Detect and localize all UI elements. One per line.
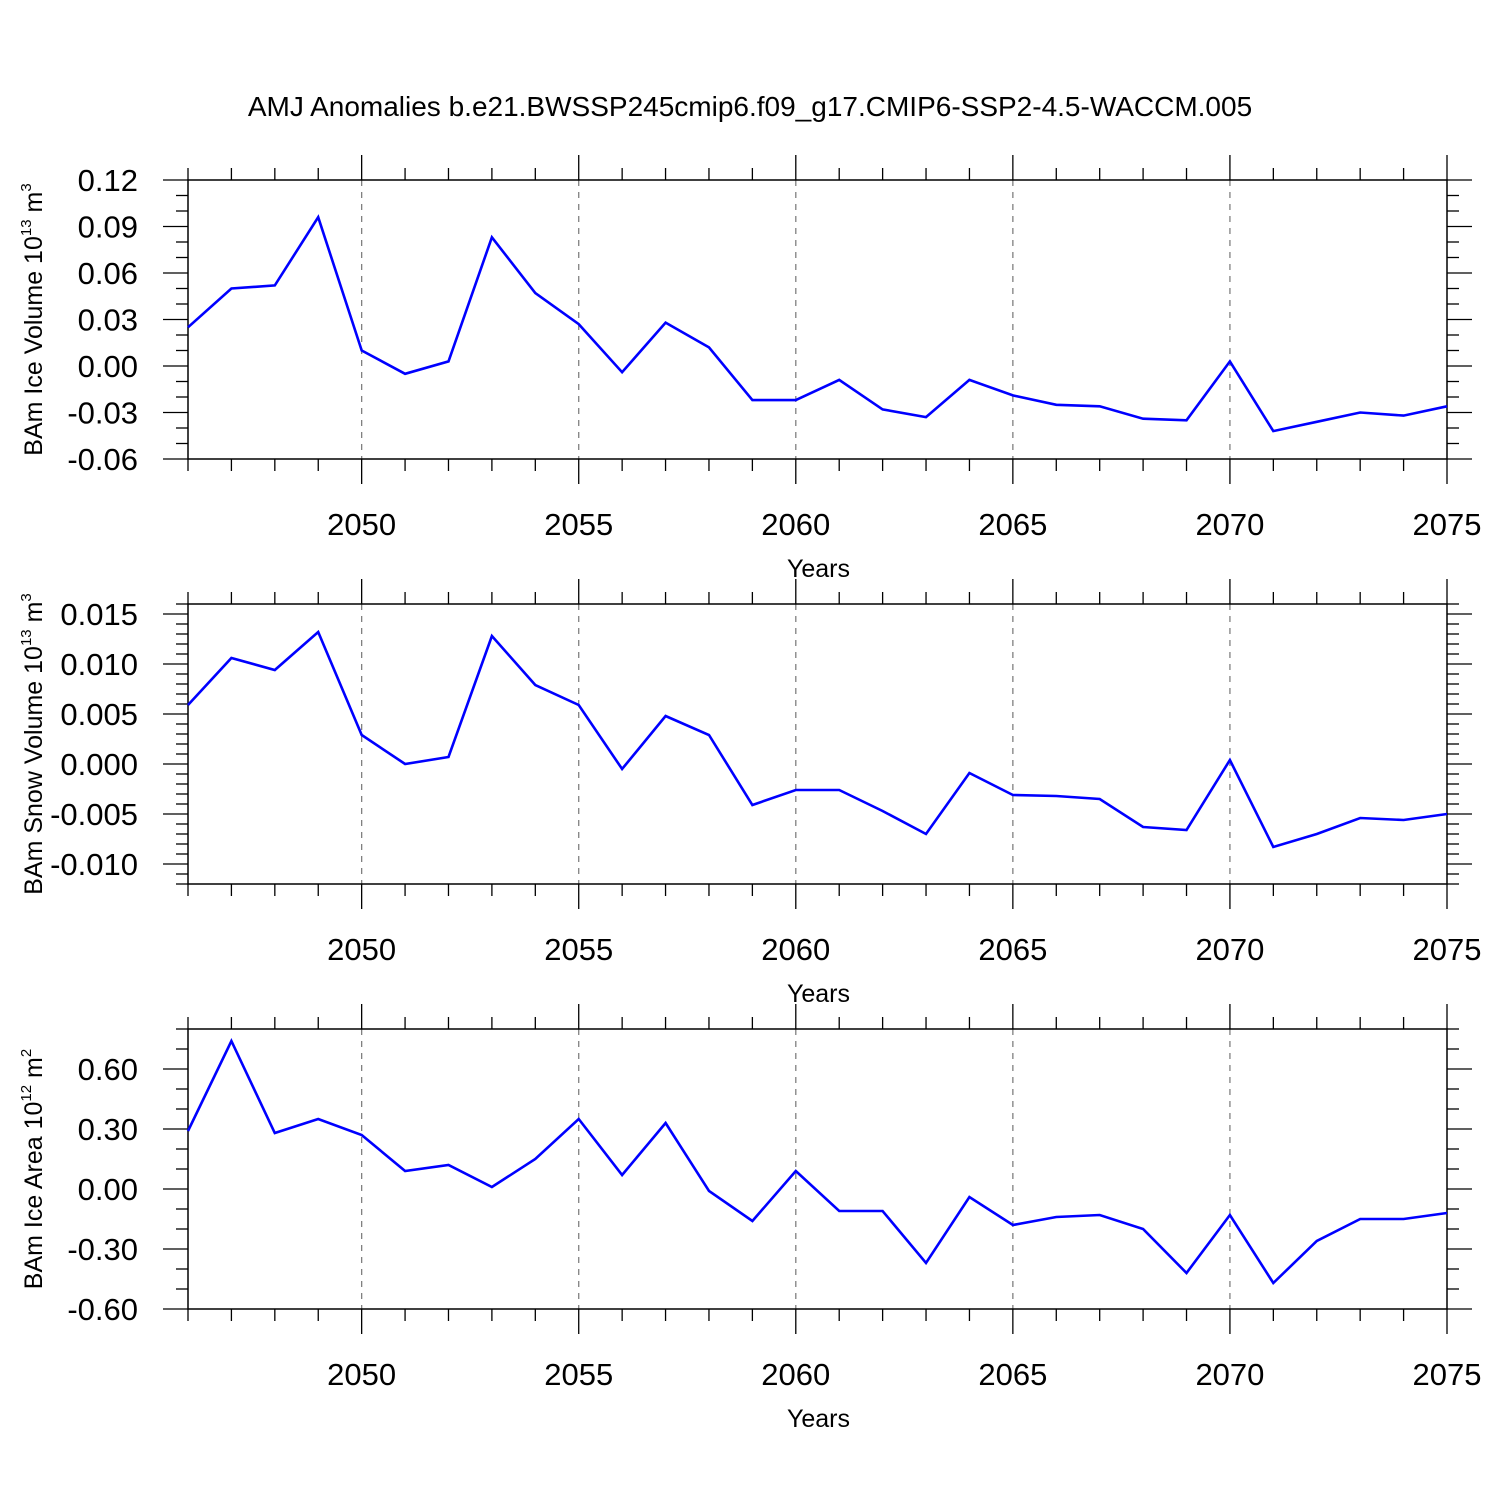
- y-tick-label: 0.005: [60, 697, 138, 732]
- y-tick-label: 0.06: [78, 256, 138, 291]
- y-tick-label: 0.30: [78, 1112, 138, 1147]
- x-tick-label-2065: 2065: [978, 932, 1047, 967]
- x-tick-label-2075: 2075: [1413, 507, 1482, 542]
- y-tick-label: 0.09: [78, 210, 138, 245]
- x-tick-label-2055: 2055: [544, 932, 613, 967]
- y-tick-label: 0.010: [60, 647, 138, 682]
- y-tick-label: -0.30: [67, 1232, 138, 1267]
- x-axis-label: Years: [787, 980, 850, 1008]
- chart-panel-1: 2050 2055 2060 2065 2070 2075 -0.06 -0.03 0.00 0.…: [18, 155, 1481, 583]
- x-tick-label-2075: 2075: [1413, 932, 1482, 967]
- x-tick-label-2070: 2070: [1195, 932, 1264, 967]
- y-tick-label: 0.000: [60, 747, 138, 782]
- y-axis-label: BAm Snow Volume 1013 m3: [18, 593, 48, 895]
- y-tick-label: -0.005: [50, 797, 138, 832]
- y-tick-label: 0.00: [78, 1172, 138, 1207]
- y-tick-label: -0.03: [67, 396, 138, 431]
- y-tick-label: 0.12: [78, 163, 138, 198]
- y-tick-label: -0.06: [67, 442, 138, 477]
- x-tick-label-2055: 2055: [544, 507, 613, 542]
- series-line: [187, 214, 1448, 433]
- chart-title: AMJ Anomalies b.e21.BWSSP245cmip6.f09_g1…: [248, 91, 1252, 122]
- series-line: [186, 1037, 1448, 1286]
- y-tick-label: -0.010: [50, 847, 138, 882]
- x-tick-label-2065: 2065: [978, 507, 1047, 542]
- y-tick-label: 0.60: [78, 1052, 138, 1087]
- y-tick-label: 0.00: [78, 349, 138, 384]
- x-tick-label-2060: 2060: [761, 507, 830, 542]
- panels-container: 2050 2055 2060 2065 2070 2075 -0.06 -0.03 0.00 0.…: [18, 155, 1481, 1433]
- x-tick-label-2050: 2050: [327, 1357, 396, 1392]
- x-tick-label-2055: 2055: [544, 1357, 613, 1392]
- x-axis-label: Years: [787, 1405, 850, 1433]
- x-tick-label-2050: 2050: [327, 507, 396, 542]
- x-tick-label-2060: 2060: [761, 1357, 830, 1392]
- y-tick-label: -0.60: [67, 1292, 138, 1327]
- y-tick-label: 0.015: [60, 597, 138, 632]
- x-tick-label-2060: 2060: [761, 932, 830, 967]
- x-tick-label-2075: 2075: [1413, 1357, 1482, 1392]
- x-axis-label: Years: [787, 555, 850, 583]
- chart-panel-2: 2050 2055 2060 2065 2070 2075 -0.010 -0.005 0.00…: [18, 579, 1481, 1008]
- series-line: [187, 629, 1448, 849]
- y-tick-label: 0.03: [78, 303, 138, 338]
- y-axis-label: BAm Ice Volume 1013 m3: [18, 183, 48, 455]
- x-tick-label-2070: 2070: [1195, 507, 1264, 542]
- x-tick-label-2070: 2070: [1195, 1357, 1264, 1392]
- chart-panel-3: 2050 2055 2060 2065 2070 2075 -0.60 -0.30 0.00 0.…: [18, 1004, 1481, 1433]
- x-tick-label-2065: 2065: [978, 1357, 1047, 1392]
- x-tick-label-2050: 2050: [327, 932, 396, 967]
- y-axis-label: BAm Ice Area 1012 m2: [18, 1049, 48, 1289]
